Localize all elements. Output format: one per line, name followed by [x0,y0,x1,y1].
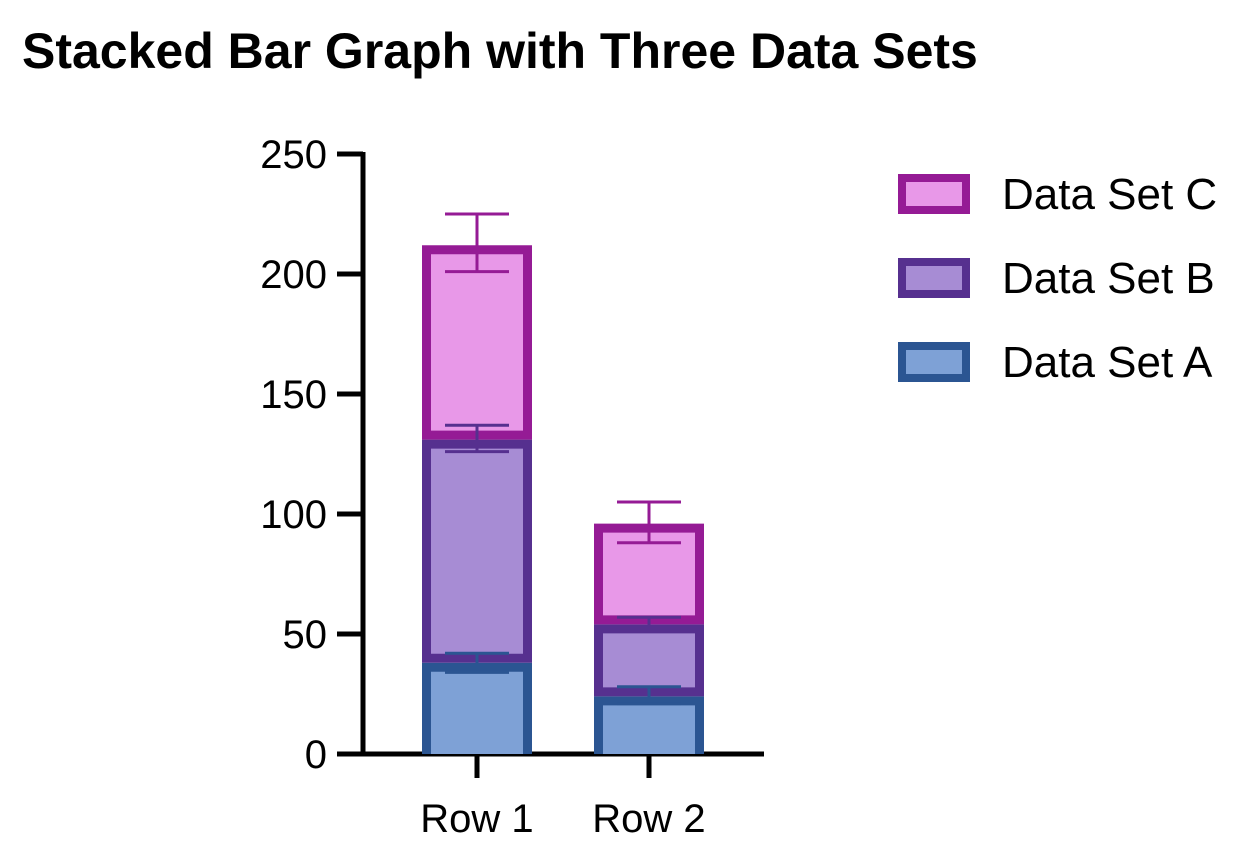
bars [422,245,704,754]
y-tick-label: 50 [283,613,328,657]
y-tick-label: 250 [260,133,327,177]
legend-label: Data Set B [1002,254,1215,303]
legend-label: Data Set A [1002,338,1213,387]
legend-swatch [898,174,970,214]
bar-fill [598,628,700,692]
y-tick-label: 0 [305,733,327,777]
x-tick-label: Row 1 [420,797,533,841]
x-tick-label: Row 2 [592,797,705,841]
bar-segment-outline [422,245,532,440]
bar-segment-outline [422,439,532,663]
bar-fill [598,700,700,754]
legend-swatch [898,258,970,298]
y-tick-label: 150 [260,373,327,417]
bar-fill [426,249,528,436]
bar-fill [426,667,528,754]
chart-title: Stacked Bar Graph with Three Data Sets [22,23,978,79]
bar-segment-outline [594,523,704,625]
y-tick-label: 200 [260,253,327,297]
axes: 0 50 100 150 200 250 Row 1 Row 2 [260,133,764,841]
error-bars [445,212,681,706]
bar-fill [426,444,528,659]
legend: Data Set C Data Set B Data Set A [898,170,1217,387]
legend-swatch [898,342,970,382]
y-tick-label: 100 [260,493,327,537]
legend-label: Data Set C [1002,170,1217,219]
